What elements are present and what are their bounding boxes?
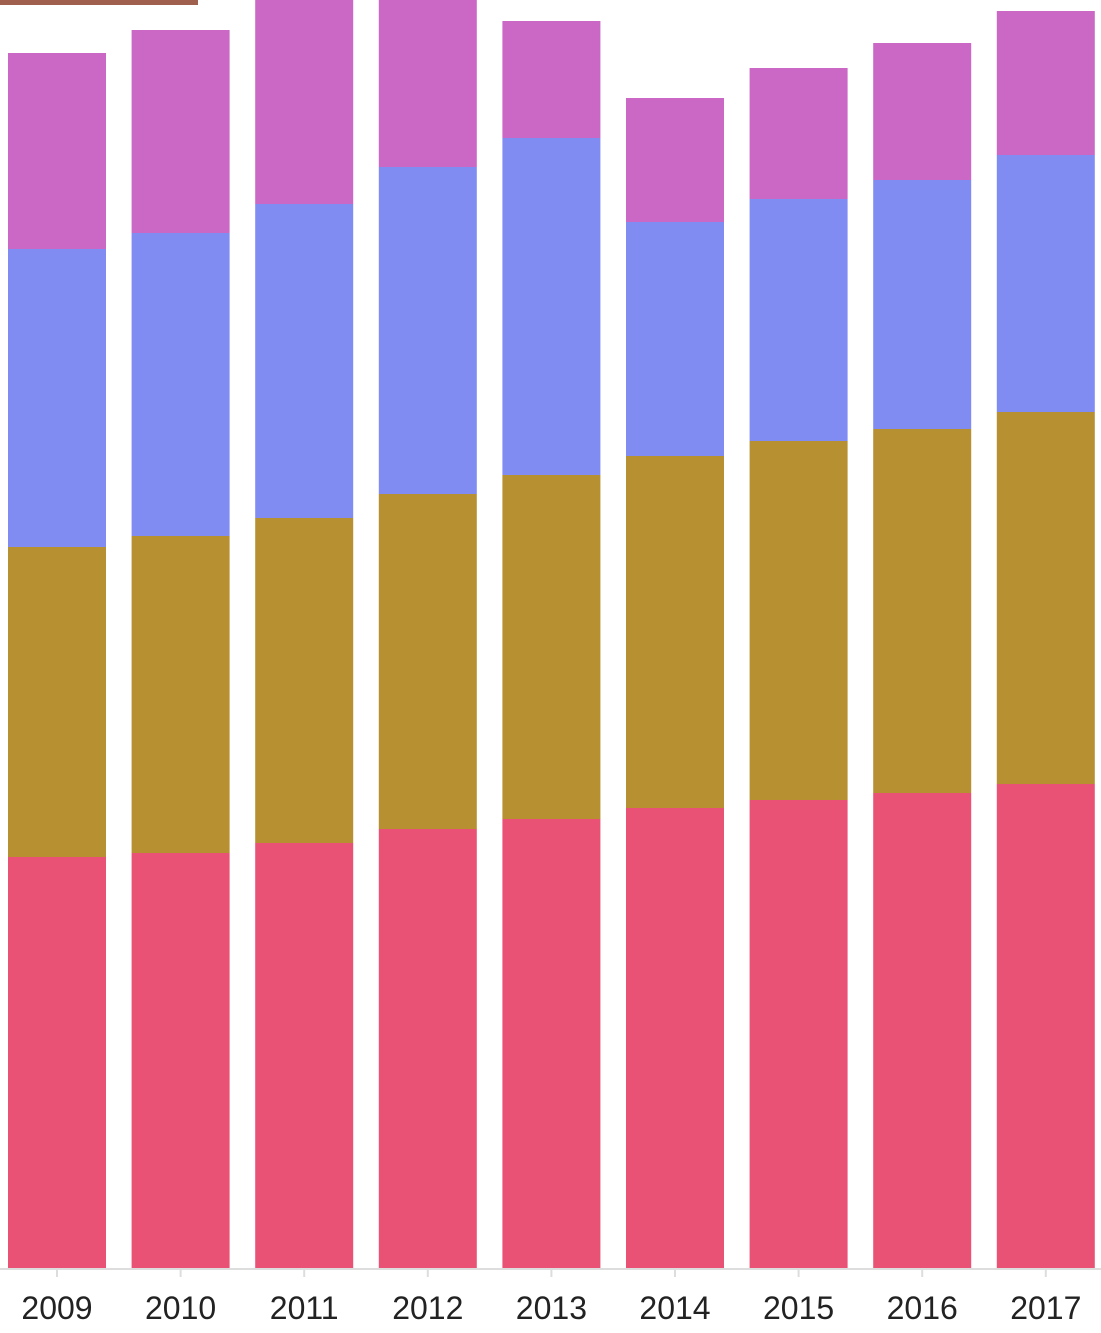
bar-2013-segment-4 [502,21,601,138]
bar-2012-segment-1 [378,829,477,1269]
bar-2010-segment-4 [131,30,230,233]
bar-2017-segment-1 [996,784,1095,1269]
bar-2009-segment-2 [8,547,106,857]
bar-2011-segment-1 [255,843,354,1269]
x-tick-label-2017: 2017 [1010,1290,1081,1326]
x-axis-tick-labels: 2009 2010 2011 2012 2013 2014 2015 2016 2017 [21,1290,1081,1326]
bar-2010-segment-3 [131,233,230,536]
bar-2015-segment-1 [749,800,848,1269]
bar-2012-segment-3 [378,167,477,494]
bar-2011-segment-4 [255,0,354,204]
x-tick-label-2012: 2012 [392,1290,463,1326]
corner-accent-bar [0,0,198,5]
bar-2016-segment-2 [873,429,972,793]
bar-2017-segment-4 [996,11,1095,155]
bar-2010-segment-1 [131,853,230,1269]
bar-2014-segment-1 [626,808,724,1269]
bar-2010-segment-2 [131,536,230,853]
bar-2012-segment-2 [378,494,477,829]
bar-2009-segment-1 [8,857,106,1269]
bar-2014-segment-2 [626,456,724,808]
bar-2009-segment-3 [8,249,106,547]
bar-2013-segment-3 [502,138,601,475]
x-tick-label-2013: 2013 [516,1290,587,1326]
bar-2016-segment-4 [873,43,972,180]
bar-2015-segment-2 [749,441,848,800]
bar-2013-segment-2 [502,475,601,819]
bar-2016-segment-3 [873,180,972,429]
bar-2014-segment-4 [626,98,724,222]
x-axis-ticks [56,1269,1047,1277]
bar-2015-segment-3 [749,199,848,441]
bar-2014-segment-3 [626,222,724,456]
bar-2015-segment-4 [749,68,848,199]
x-tick-label-2015: 2015 [763,1290,834,1326]
bar-2016-segment-1 [873,793,972,1269]
x-tick-label-2014: 2014 [639,1290,710,1326]
x-tick-label-2016: 2016 [887,1290,958,1326]
bar-2017-segment-3 [996,155,1095,412]
bar-2011-segment-2 [255,518,354,843]
bar-2009-segment-4 [8,53,106,249]
bar-2013-segment-1 [502,819,601,1269]
x-tick-label-2009: 2009 [21,1290,92,1326]
x-tick-label-2011: 2011 [270,1290,339,1326]
x-tick-label-2010: 2010 [145,1290,216,1326]
bar-2017-segment-2 [996,412,1095,784]
bar-2011-segment-3 [255,204,354,518]
bar-group [8,0,1095,1269]
bar-2012-segment-4 [378,0,477,167]
